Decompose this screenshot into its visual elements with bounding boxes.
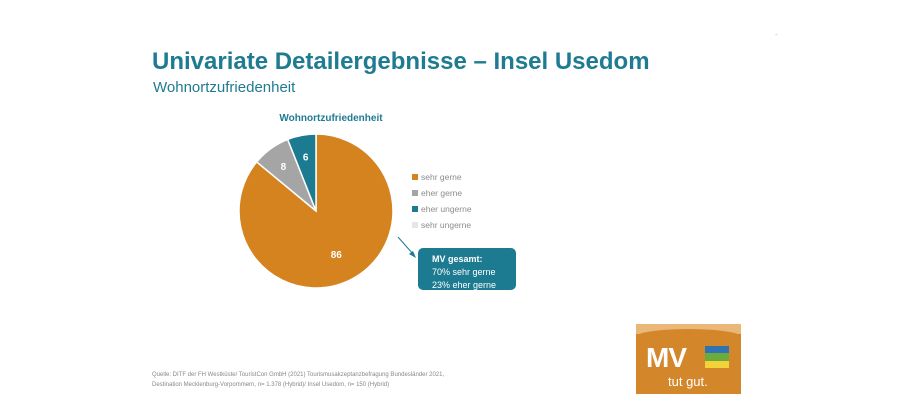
- pie-slice-eher-ungerne: [286, 133, 317, 212]
- logo-wave: [636, 329, 741, 339]
- chart-title: Wohnortzufriedenheit: [279, 113, 383, 124]
- pie-data-label-sehr-gerne: 86: [331, 250, 343, 261]
- legend-swatch-eher-ungerne: [412, 206, 418, 212]
- pie-data-label-eher-ungerne: 6: [303, 153, 309, 164]
- legend-label-sehr-gerne: sehr gerne: [421, 172, 462, 182]
- legend-swatch-sehr-gerne: [412, 174, 418, 180]
- slide-title: Univariate Detailergebnisse – Insel Used…: [152, 48, 650, 75]
- legend-label-eher-ungerne: eher ungerne: [421, 204, 472, 214]
- legend-label-sehr-ungerne: sehr ungerne: [421, 220, 471, 230]
- callout-title: MV gesamt:: [432, 254, 483, 264]
- callout-arrow-head: [409, 251, 416, 258]
- source-line-1: Quelle: DITF der FH Westküste/ TouristCo…: [152, 372, 445, 378]
- logo-flag-icon: [705, 346, 729, 368]
- callout-line-1: 70% sehr gerne: [432, 267, 496, 277]
- legend-swatch-eher-gerne: [412, 190, 418, 196]
- logo-tagline: tut gut.: [668, 374, 708, 389]
- callout-line-2: 23% eher gerne: [432, 280, 497, 290]
- mv-tut-gut-logo: MV tut gut.: [636, 324, 741, 394]
- source-line-2: Destination Mecklenburg-Vorpommern, n= 1…: [152, 382, 390, 388]
- legend-swatch-sehr-ungerne: [412, 222, 418, 228]
- mv-comparison-callout: MV gesamt: 70% sehr gerne 23% eher gerne: [418, 248, 516, 290]
- corner-mark: -: [775, 30, 778, 39]
- legend-label-eher-gerne: eher gerne: [421, 188, 462, 198]
- callout-arrow: [397, 236, 414, 255]
- source-note: Quelle: DITF der FH Westküste/ TouristCo…: [152, 370, 532, 390]
- logo-wordmark: MV: [646, 342, 687, 373]
- slide-subtitle: Wohnortzufriedenheit: [153, 79, 296, 96]
- pie-data-label-eher-gerne: 8: [281, 162, 287, 173]
